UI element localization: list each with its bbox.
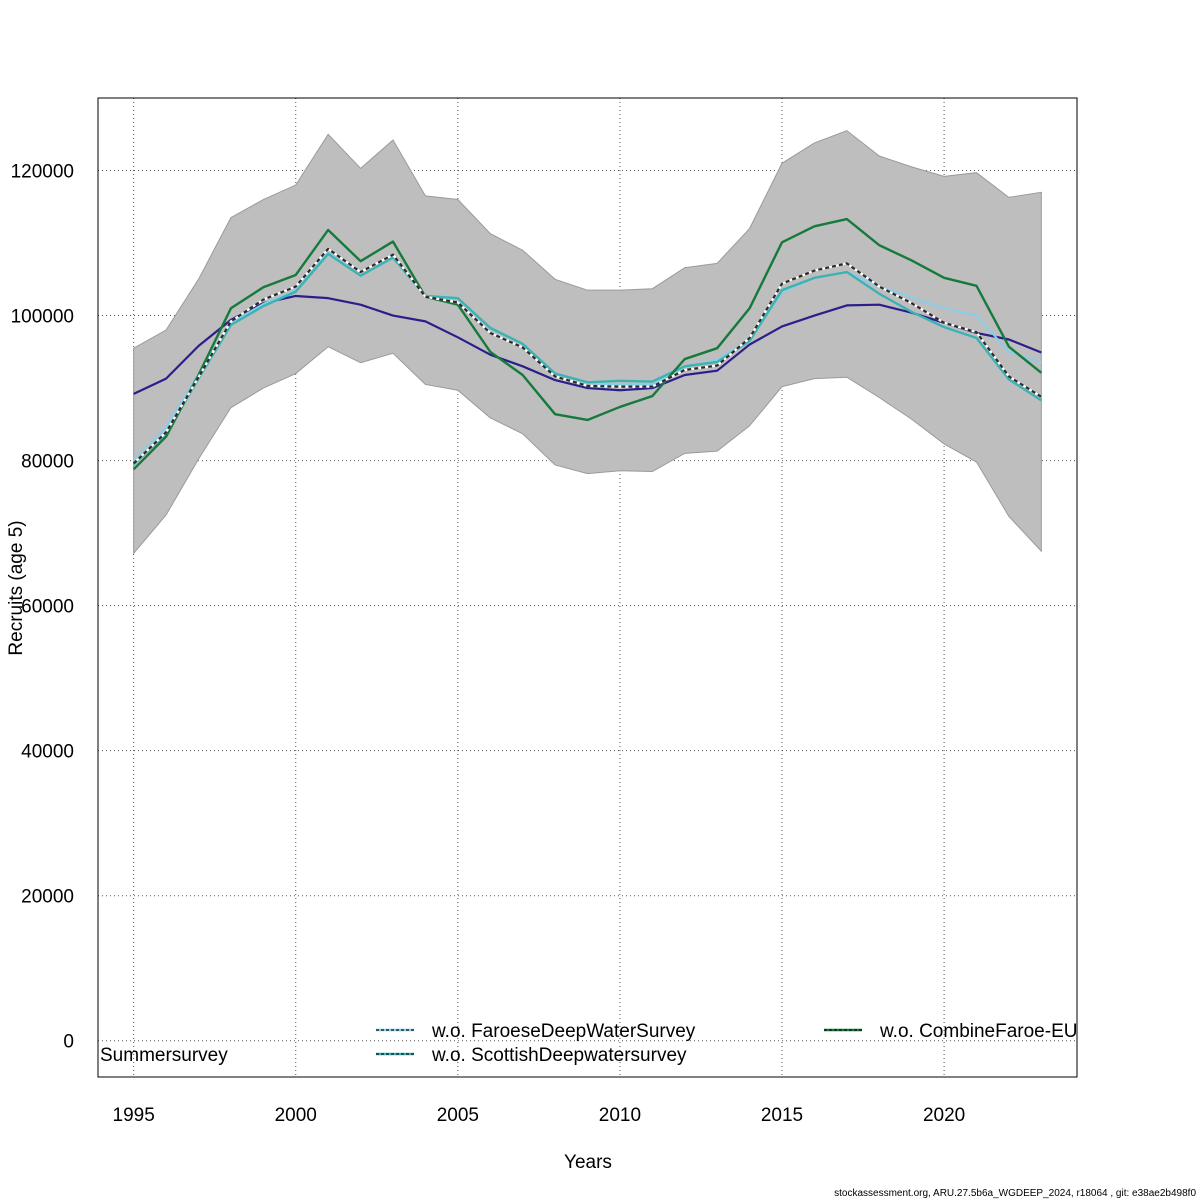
legend-label: w.o. ScottishDeepwatersurvey [431,1045,687,1066]
y-tick-label: 100000 [11,307,74,328]
x-tick-label: 2020 [923,1105,965,1126]
series-line-3 [132,217,1043,471]
legend: Summersurvey w.o. FaroeseDeepWaterSurvey w… [100,1021,1077,1066]
x-tick-label: 2000 [275,1105,317,1126]
y-axis-label: Recruits (age 5) [6,520,27,655]
series-line-0 [133,294,1042,395]
series-line-2 [132,252,1042,466]
y-tick-label: 60000 [21,597,74,618]
legend-label: w.o. FaroeseDeepWaterSurvey [431,1021,696,1042]
x-tick-label: 2010 [599,1105,641,1126]
y-tick-label: 40000 [21,742,74,763]
y-axis-ticks: 0 20000 40000 60000 80000 100000 120000 [11,162,74,1053]
x-axis-label: Years [564,1152,612,1173]
y-tick-label: 120000 [11,162,74,183]
series-line-4 [132,247,1042,465]
series-lines [132,217,1043,471]
x-tick-label: 2005 [437,1105,479,1126]
x-tick-label: 2015 [761,1105,803,1126]
x-axis-ticks: 1995 2000 2005 2010 2015 2020 [113,1105,966,1126]
plot-frame [97,97,1078,1078]
legend-label: w.o. CombineFaroe-EU [879,1021,1077,1042]
ci-band-area [133,130,1042,555]
x-tick-label: 1995 [113,1105,155,1126]
y-tick-label: 20000 [21,887,74,908]
y-tick-label: 0 [63,1032,74,1053]
confidence-band [133,130,1042,555]
legend-label: Summersurvey [100,1045,228,1066]
y-tick-label: 80000 [21,452,74,473]
footer-credit: stockassessment.org, ARU.27.5b6a_WGDEEP_… [834,1188,1196,1199]
